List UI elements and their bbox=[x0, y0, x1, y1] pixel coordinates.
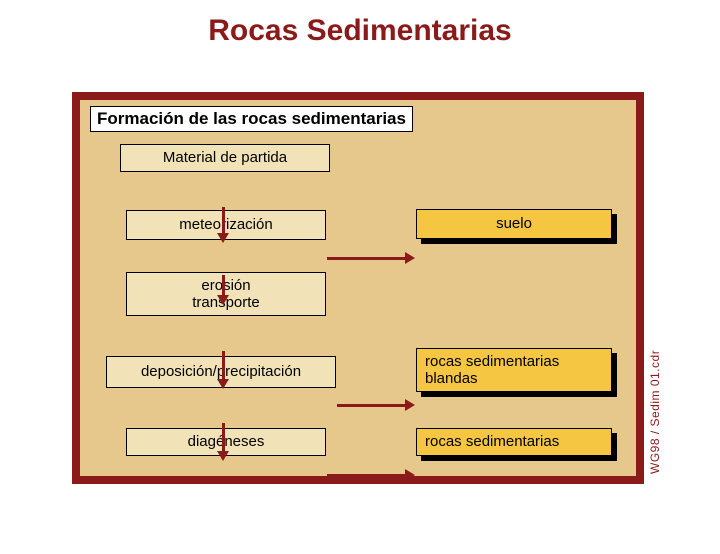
process-box-material: Material de partida bbox=[120, 144, 330, 172]
diagram-title: Formación de las rocas sedimentarias bbox=[90, 106, 413, 132]
credit-text: WG98 / Sedim 01.cdr bbox=[648, 274, 662, 474]
result-box-blandas: rocas sedimentarias blandas bbox=[416, 348, 612, 392]
process-box-erosion: erosión transporte bbox=[126, 272, 326, 316]
result-box-suelo: suelo bbox=[416, 209, 612, 239]
result-box-rsed: rocas sedimentarias bbox=[416, 428, 612, 456]
slide-title: Rocas Sedimentarias bbox=[0, 14, 720, 48]
